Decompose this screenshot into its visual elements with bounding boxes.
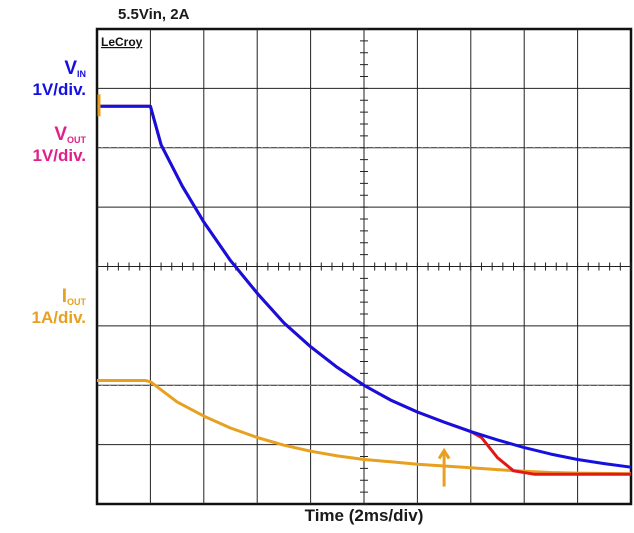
vout-scale: 1V/div. xyxy=(32,146,86,165)
iout-subscript: OUT xyxy=(67,297,86,307)
x-axis-label: Time (2ms/div) xyxy=(304,506,424,525)
vin-subscript: IN xyxy=(77,69,86,79)
vin-trace xyxy=(97,104,632,469)
iout-scale: 1A/div. xyxy=(31,308,86,327)
plot-markers xyxy=(97,94,451,487)
vin-symbol: V xyxy=(64,58,77,79)
vout-subscript: OUT xyxy=(67,135,86,145)
lecroy-logo: LeCroy xyxy=(101,35,143,49)
trigger-marker-arrowhead xyxy=(437,447,451,460)
iout-symbol: I xyxy=(61,286,67,307)
vin-scale: 1V/div. xyxy=(32,80,86,99)
vin-label: VIN 1V/div. xyxy=(32,58,86,100)
vout-label: VOUT 1V/div. xyxy=(32,124,86,166)
iout-label: IOUT 1A/div. xyxy=(32,286,86,328)
vout-symbol: V xyxy=(54,124,67,145)
chart-title: 5.5Vin, 2A xyxy=(118,6,190,23)
plot-traces xyxy=(97,104,632,476)
